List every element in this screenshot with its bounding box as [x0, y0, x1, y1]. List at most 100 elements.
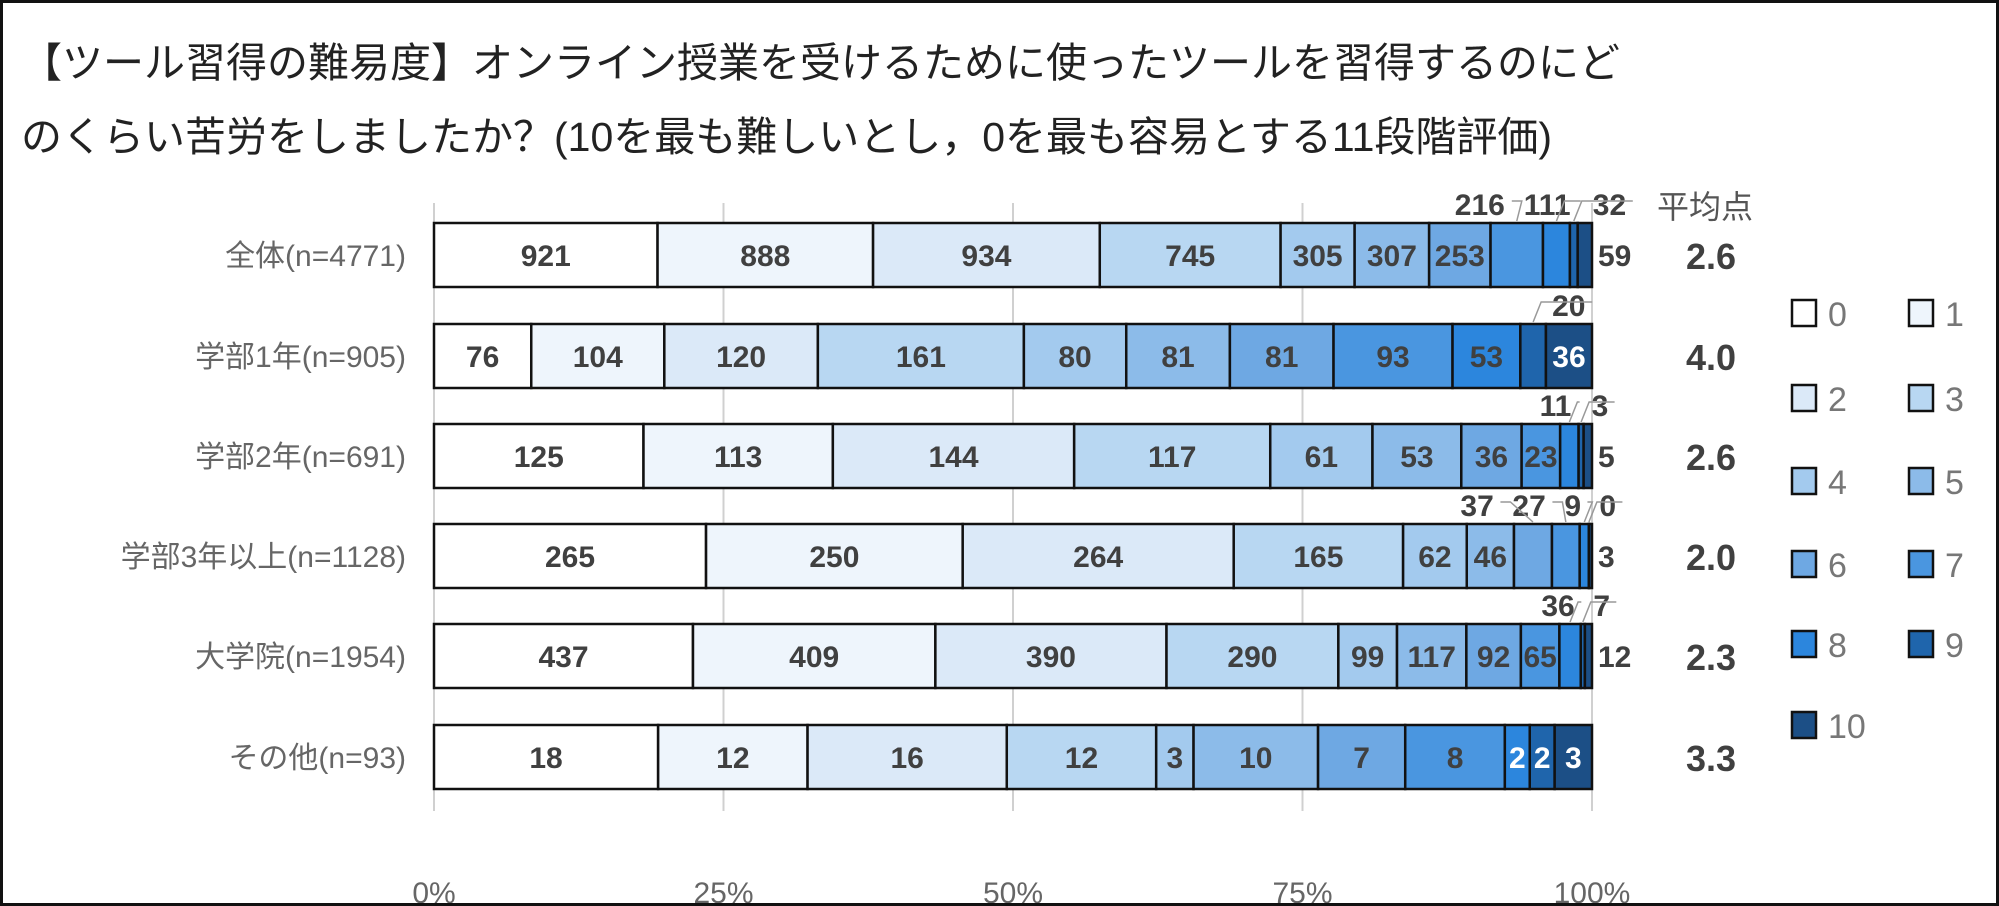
data-label: 93: [1376, 341, 1409, 374]
data-label: 104: [573, 341, 623, 374]
category-label: 全体(n=4771): [225, 240, 406, 273]
legend-label: 4: [1828, 464, 1847, 502]
legend-swatch-8: [1790, 629, 1818, 659]
data-label: 745: [1165, 240, 1215, 273]
data-label: 125: [514, 441, 564, 474]
legend-label: 8: [1828, 627, 1847, 665]
data-label: 16: [890, 742, 923, 775]
average-score: 2.0: [1686, 537, 1736, 578]
data-label: 81: [1161, 341, 1194, 374]
data-label-outside: 32: [1593, 189, 1626, 222]
data-label: 113: [714, 441, 762, 474]
data-label: 3: [1167, 742, 1184, 775]
bar-segment-10: [1553, 723, 1594, 791]
data-label: 409: [789, 641, 839, 674]
legend-label: 2: [1828, 381, 1847, 419]
bar-segment-3: [1098, 221, 1282, 289]
legend-swatch-9: [1907, 629, 1935, 659]
average-score: 3.3: [1686, 738, 1736, 779]
data-label: 250: [809, 541, 859, 574]
data-label-outside: 36: [1541, 590, 1574, 623]
legend-swatch-2: [1790, 383, 1818, 413]
bar-segment-5: [1465, 522, 1516, 590]
data-label: 12: [1598, 641, 1631, 674]
bar-segment-6: [1465, 622, 1523, 690]
bar-segment-8: [1541, 221, 1572, 289]
data-label: 253: [1435, 240, 1485, 273]
leader-line: [1569, 601, 1582, 623]
bar-segment-3: [816, 322, 1026, 390]
leader-line: [1580, 401, 1615, 423]
data-label: 81: [1265, 341, 1298, 374]
data-label: 92: [1477, 641, 1510, 674]
data-label: 8: [1447, 742, 1464, 775]
data-label: 76: [466, 341, 499, 374]
data-label: 61: [1305, 441, 1338, 474]
legend-swatch-10: [1790, 710, 1818, 740]
data-label: 3: [1565, 742, 1582, 775]
leader-line: [1588, 501, 1623, 523]
data-label: 65: [1523, 641, 1556, 674]
legend-label: 10: [1828, 708, 1866, 746]
legend-swatch-0: [1790, 298, 1818, 328]
legend-swatch-3: [1907, 383, 1935, 413]
bar-segment-2: [806, 723, 1009, 791]
bar-segment-8: [1558, 422, 1580, 490]
data-label: 305: [1293, 240, 1343, 273]
bar-segment-7: [1550, 522, 1581, 590]
legend-label: 9: [1945, 627, 1964, 665]
bar-segment-8: [1558, 622, 1582, 690]
data-label-outside: 0: [1599, 490, 1616, 523]
legend-swatch-1: [1907, 298, 1935, 328]
data-label: 307: [1367, 240, 1417, 273]
x-tick-label: 25%: [693, 877, 753, 906]
bar-segment-5: [1371, 422, 1463, 490]
category-label: 学部2年(n=691): [195, 441, 406, 474]
data-label: 3: [1598, 541, 1615, 574]
bar-segment-4: [1022, 322, 1128, 390]
data-label-outside: 3: [1592, 390, 1609, 423]
data-label: 390: [1026, 641, 1076, 674]
legend-swatch-7: [1907, 549, 1935, 579]
chart-title-line-2: のくらい苦労をしましたか？(10を最も難しいとし，0を最も容易とする11段階評価…: [21, 114, 1553, 160]
bar-segment-2: [663, 322, 820, 390]
bar-segment-2: [934, 622, 1168, 690]
bar-segment-6: [1316, 723, 1407, 791]
legend-label: 3: [1945, 381, 1964, 419]
legend-label: 6: [1828, 547, 1847, 585]
category-label: その他(n=93): [228, 742, 406, 775]
bar-segment-1: [656, 221, 875, 289]
bar-segment-4: [1154, 723, 1195, 791]
leader-line: [1573, 200, 1633, 222]
data-label: 53: [1470, 341, 1503, 374]
legend-label: 7: [1945, 547, 1964, 585]
data-label: 264: [1073, 541, 1123, 574]
bar-segment-1: [704, 522, 964, 590]
data-label-outside: 9: [1564, 490, 1581, 523]
data-label: 2: [1534, 742, 1551, 775]
bar-segment-2: [831, 422, 1076, 490]
bar-segment-1: [529, 322, 666, 390]
data-label: 934: [961, 240, 1011, 273]
data-label-outside: 111: [1524, 189, 1571, 222]
data-label-outside: 20: [1552, 290, 1585, 323]
data-label-outside: 27: [1512, 490, 1545, 523]
data-label: 80: [1058, 341, 1091, 374]
bar-segment-2: [961, 522, 1235, 590]
data-label: 165: [1293, 541, 1343, 574]
leader-line: [1511, 200, 1523, 222]
leader-line: [1552, 501, 1567, 523]
bar-segment-10: [1587, 522, 1594, 590]
bar-segment-5: [1353, 221, 1431, 289]
legend-swatch-4: [1790, 466, 1818, 496]
legend-label: 1: [1945, 296, 1964, 334]
average-header: 平均点: [1657, 189, 1753, 225]
bar-segment-3: [1072, 422, 1272, 490]
bar-segment-1: [642, 422, 835, 490]
average-score: 2.6: [1686, 236, 1736, 277]
x-tick-label: 50%: [983, 877, 1043, 906]
chart-title-line-1: 【ツール習得の難易度】オンライン授業を受けるために使ったツールを習得するのにど: [21, 40, 1620, 86]
bar-segment-7: [1519, 622, 1561, 690]
bar-segment-1: [656, 723, 809, 791]
bar-segment-7: [1489, 221, 1545, 289]
